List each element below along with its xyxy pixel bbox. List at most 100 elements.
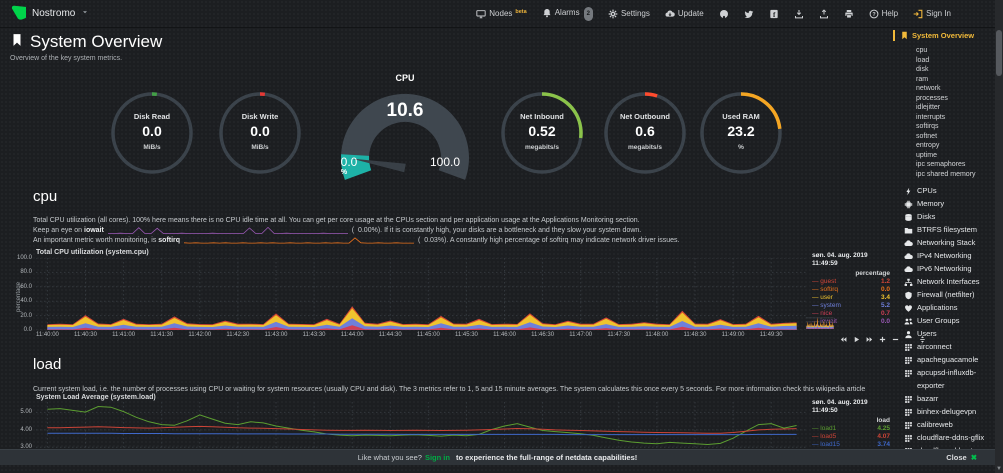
y-axis-tick: 20.0 — [20, 312, 32, 319]
cpu-description-line2: Keep an eye on iowait ( 0.00%). If it is… — [33, 226, 642, 235]
gauge-title: Net Inbound — [520, 112, 564, 121]
x-axis-tick: 11:46:00 — [493, 332, 516, 338]
legend-row-load1[interactable]: — load1 4.25 — [812, 425, 890, 432]
svg-text:f: f — [773, 11, 776, 19]
toolbar-play-button[interactable] — [853, 330, 860, 348]
sidebar-item-bazarr[interactable]: bazarr — [893, 392, 994, 405]
x-axis-tick: 11:42:30 — [226, 332, 250, 338]
gauge-min: 0.0 — [340, 155, 358, 169]
iowait-sparkline — [107, 226, 348, 235]
x-axis-tick: 11:47:00 — [569, 332, 593, 338]
netdata-logo — [10, 4, 30, 23]
x-axis-tick: 11:40:00 — [35, 332, 59, 338]
sidebar-item-networking-stack[interactable]: Networking Stack — [893, 236, 994, 249]
x-axis-tick: 11:49:30 — [759, 332, 783, 338]
sidebar-subitem-cpu[interactable]: cpu — [916, 47, 928, 54]
sidebar-item-apcupsd-influxdb-exporter[interactable]: apcupsd-influxdb-exporter — [893, 366, 994, 392]
nav-help[interactable]: ? Help — [869, 8, 898, 20]
sidebar-item-cloudflare-ddns-gflix[interactable]: cloudflare-ddns-gflix — [893, 431, 994, 444]
legend-row-load5[interactable]: — load5 4.07 — [812, 433, 890, 440]
nav-signin[interactable]: Sign In — [913, 8, 951, 20]
sidebar-subitem-softirqs[interactable]: softirqs — [916, 123, 939, 130]
sidebar-subitem-interrupts[interactable]: interrupts — [916, 113, 946, 121]
sidebar-item-btrfs-filesystem[interactable]: BTRFS filesystem — [893, 223, 994, 236]
legend-units-header: percentage — [855, 270, 890, 277]
sidebar-item-cloudflare-ddns-tr[interactable]: cloudflare-ddns-tr — [893, 444, 994, 449]
x-axis-tick: 11:48:00 — [645, 332, 669, 338]
sidebar-item-applications[interactable]: Applications — [893, 301, 994, 314]
sidebar-subitem-softnet[interactable]: softnet — [916, 132, 938, 140]
sidebar-subitem-entropy[interactable]: entropy — [916, 142, 940, 149]
sidebar-item-airconnect[interactable]: airconnect — [893, 340, 994, 353]
brand-menu[interactable]: Nostromo — [10, 4, 89, 23]
sidebar-subitem-load[interactable]: load — [916, 56, 930, 64]
cpu-chart-title: Total CPU utilization (system.cpu) — [36, 249, 149, 256]
sidebar-subitem-network[interactable]: network — [916, 85, 941, 92]
sidebar-menu: System Overview cpu load disk ram network proc… — [893, 30, 994, 449]
sidebar-subitem-uptime[interactable]: uptime — [916, 151, 938, 159]
x-axis-tick: 11:41:30 — [150, 332, 174, 338]
sidebar-subitem-processes[interactable]: processes — [916, 94, 948, 102]
nav-print[interactable] — [844, 8, 854, 19]
scrollbar-thumb[interactable] — [996, 30, 1002, 76]
sidebar-subitem-disk[interactable]: disk — [916, 66, 929, 73]
gauge-unit: MiB/s — [143, 144, 161, 151]
y-axis-tick: 60.0 — [20, 283, 32, 290]
sidebar-item-binhex-delugevpn[interactable]: binhex-delugevpn — [893, 405, 994, 418]
nav-update[interactable]: Update — [665, 8, 704, 20]
toolbar-backward-button[interactable] — [840, 330, 847, 348]
legend-row-guest[interactable]: — guest 1.2 — [812, 278, 890, 285]
sign-in-link[interactable]: Sign in — [424, 453, 450, 462]
toolbar-minus-button[interactable] — [892, 330, 899, 348]
section-heading-cpu: cpu — [33, 188, 58, 205]
nav-facebook[interactable]: f — [769, 8, 779, 19]
cpu-chart[interactable] — [36, 257, 808, 331]
toolbar-plus-button[interactable] — [879, 330, 886, 348]
gauge-value: 0.0 — [250, 123, 270, 139]
sidebar-subitem-ipc-shared-memory[interactable]: ipc shared memory — [916, 170, 976, 178]
sidebar-item-memory[interactable]: Memory — [893, 197, 994, 210]
sidebar-item-network-interfaces[interactable]: Network Interfaces — [893, 275, 994, 288]
sidebar-subitem-ipc-semaphores[interactable]: ipc semaphores — [916, 161, 966, 168]
sidebar-item-system-overview[interactable]: System Overview — [893, 30, 994, 41]
nav-alarms[interactable]: Alarms 2 — [542, 6, 593, 21]
nav-export-snapshot[interactable] — [794, 8, 804, 19]
sidebar-item-disks[interactable]: Disks — [893, 210, 994, 223]
legend-row-system[interactable]: — system 5.2 — [812, 302, 890, 309]
sidebar-item-calibreweb[interactable]: calibreweb — [893, 418, 994, 431]
sidebar-item-ipv6-networking[interactable]: IPv6 Networking — [893, 262, 994, 275]
sidebar-item-ipv4-networking[interactable]: IPv4 Networking — [893, 249, 994, 262]
gauge-disk-read: Disk Read 0.0 MiB/s — [108, 89, 196, 177]
sidebar-subitem-idlejitter[interactable]: idlejitter — [916, 104, 941, 111]
legend-row-nice[interactable]: — nice 0.7 — [812, 310, 890, 317]
sidebar-item-users[interactable]: Users — [893, 327, 994, 340]
toolbar-resize-button[interactable] — [919, 330, 926, 348]
page-scrollbar[interactable]: ▼ — [995, 0, 1003, 473]
gauge-value: 0.6 — [635, 123, 655, 139]
x-axis-tick: 11:46:30 — [531, 332, 555, 338]
sidebar-item-user-groups[interactable]: User Groups — [893, 314, 994, 327]
scrollbar-down-arrow[interactable]: ▼ — [996, 466, 1002, 472]
sidebar-subitem-ram[interactable]: ram — [916, 75, 929, 83]
legend-row-softirq[interactable]: — softirq 0.0 — [812, 286, 890, 293]
legend-row-load15[interactable]: — load15 3.74 — [812, 441, 890, 448]
sidebar-item-cpus[interactable]: CPUs — [893, 184, 994, 197]
sidebar-item-firewall-netfilter-[interactable]: Firewall (netfilter) — [893, 288, 994, 301]
legend-row-user[interactable]: — user 3.4 — [812, 294, 890, 301]
gauge-value: 10.6 — [386, 100, 424, 121]
toolbar-forward-button[interactable] — [866, 330, 873, 348]
gauge-cpu: CPU 10.6 0.0 100.0% — [330, 73, 480, 183]
x-axis-tick: 11:47:30 — [607, 332, 631, 338]
nav-nodes[interactable]: Nodes beta — [476, 8, 527, 20]
nav-import-snapshot[interactable] — [819, 8, 829, 19]
nav-settings[interactable]: Settings — [608, 8, 650, 20]
load-chart[interactable] — [36, 402, 808, 449]
nav-github[interactable] — [719, 8, 729, 19]
close-banner-button[interactable]: Close ✖ — [946, 453, 977, 462]
sidebar-item-apacheguacamole[interactable]: apacheguacamole — [893, 353, 994, 366]
svg-text:?: ? — [872, 11, 875, 17]
gauge-used-ram: Used RAM 23.2% — [697, 89, 785, 177]
nav-twitter[interactable] — [744, 8, 754, 19]
y-axis-tick: 40.0 — [20, 298, 32, 305]
